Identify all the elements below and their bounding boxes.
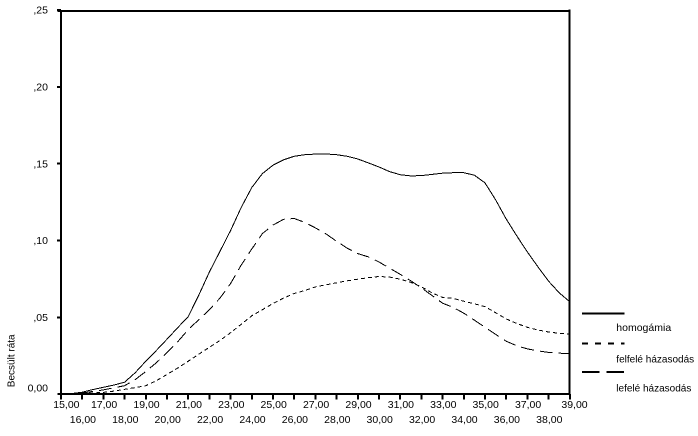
svg-text:0,00: 0,00: [28, 383, 49, 395]
svg-text:26,00: 26,00: [282, 414, 308, 426]
svg-text:30,00: 30,00: [367, 414, 393, 426]
svg-text:16,00: 16,00: [70, 414, 96, 426]
svg-text:,10: ,10: [33, 235, 48, 247]
svg-text:39,00: 39,00: [561, 399, 587, 411]
svg-text:28,00: 28,00: [324, 414, 350, 426]
svg-text:18,00: 18,00: [112, 414, 138, 426]
svg-text:,20: ,20: [33, 82, 48, 94]
svg-text:,25: ,25: [33, 5, 48, 17]
svg-text:36,00: 36,00: [494, 414, 520, 426]
svg-text:25,00: 25,00: [261, 399, 287, 411]
svg-text:17,00: 17,00: [91, 399, 117, 411]
svg-text:15,00: 15,00: [53, 399, 79, 411]
svg-text:lefelé házasodás: lefelé házasodás: [616, 383, 691, 394]
svg-text:23,00: 23,00: [218, 399, 244, 411]
svg-text:felfelé házasodás: felfelé házasodás: [616, 354, 694, 365]
svg-text:31,00: 31,00: [388, 399, 414, 411]
svg-text:38,00: 38,00: [536, 414, 562, 426]
svg-text:19,00: 19,00: [133, 399, 159, 411]
svg-text:32,00: 32,00: [409, 414, 435, 426]
svg-text:29,00: 29,00: [345, 399, 371, 411]
svg-text:homogámia: homogámia: [616, 322, 671, 334]
svg-text:27,00: 27,00: [303, 399, 329, 411]
svg-text:35,00: 35,00: [473, 399, 499, 411]
svg-text:24,00: 24,00: [239, 414, 265, 426]
svg-text:Becsült ráta: Becsült ráta: [7, 334, 18, 387]
svg-text:20,00: 20,00: [155, 414, 181, 426]
svg-text:22,00: 22,00: [197, 414, 223, 426]
svg-text:,05: ,05: [33, 312, 48, 324]
svg-text:,15: ,15: [33, 158, 48, 170]
svg-text:34,00: 34,00: [451, 414, 477, 426]
svg-text:33,00: 33,00: [430, 399, 456, 411]
svg-text:37,00: 37,00: [515, 399, 541, 411]
svg-text:21,00: 21,00: [176, 399, 202, 411]
